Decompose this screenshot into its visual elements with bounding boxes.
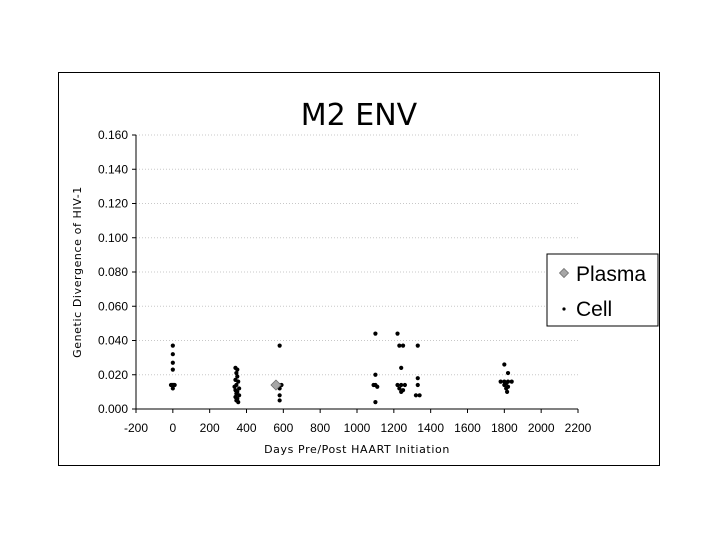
cell-point	[234, 370, 239, 376]
x-tick-label: 1800	[491, 421, 518, 435]
cell-point	[235, 374, 240, 379]
cell-point	[498, 379, 503, 384]
x-tick-label: 800	[310, 421, 330, 435]
x-tick-label: 200	[200, 421, 220, 435]
points-layer	[168, 331, 514, 405]
x-tick-label: 600	[273, 421, 293, 435]
cell-point	[170, 367, 175, 372]
cell-point	[413, 393, 419, 398]
x-tick-label: 1200	[380, 421, 407, 435]
y-tick-label: 0.060	[98, 299, 128, 313]
y-tick-label: 0.000	[98, 402, 128, 416]
cell-point	[415, 343, 420, 348]
cell-point	[504, 386, 509, 391]
plasma-point	[270, 379, 282, 391]
cell-point	[399, 389, 404, 394]
cell-point	[232, 384, 237, 389]
x-tick-label: -200	[124, 421, 148, 435]
cell-point	[415, 376, 420, 381]
cell-point	[170, 386, 175, 391]
cell-point	[236, 379, 241, 384]
cell-point	[399, 365, 404, 370]
legend-plasma-marker	[558, 267, 570, 279]
x-tick-label: 400	[236, 421, 256, 435]
y-axis-title: Genetic Divergence of HIV-1	[71, 186, 84, 358]
legend-cell-marker	[562, 307, 566, 311]
cell-point	[375, 384, 380, 389]
cell-point	[397, 343, 402, 348]
cell-point	[237, 393, 242, 398]
legend-plasma-label: Plasma	[576, 263, 646, 286]
cell-point	[397, 386, 402, 391]
cell-point	[170, 343, 175, 348]
x-tick-label: 2200	[565, 421, 592, 435]
x-tick-label: 2000	[528, 421, 555, 435]
cell-point	[237, 386, 242, 391]
cell-point	[399, 382, 404, 388]
cell-point	[373, 400, 378, 405]
cell-point	[504, 389, 510, 394]
chart-frame: M2 ENV 0.000 0.020 0.040 0.060 0.080 0.100 0.1…	[58, 72, 660, 466]
cell-point	[417, 393, 422, 398]
cell-point	[400, 343, 406, 348]
cell-point	[502, 362, 507, 367]
cell-point	[277, 393, 282, 398]
legend-cell-label: Cell	[576, 298, 612, 321]
y-tick-label: 0.080	[98, 265, 128, 279]
cell-point	[505, 370, 511, 376]
grid-layer	[136, 134, 578, 376]
x-tick-label: 1000	[344, 421, 371, 435]
cell-point	[170, 352, 175, 357]
cell-point	[277, 398, 282, 403]
y-tick-label: 0.120	[98, 197, 128, 211]
cell-point	[236, 400, 241, 405]
cell-point	[415, 382, 420, 388]
cell-point	[170, 360, 175, 365]
y-tick-label: 0.020	[98, 368, 128, 382]
cell-point	[502, 382, 507, 388]
legend-box	[546, 253, 659, 327]
y-tick-label: 0.160	[98, 128, 128, 142]
cell-point	[509, 379, 514, 384]
y-tick-label: 0.100	[98, 231, 128, 245]
cell-point	[395, 382, 400, 388]
x-tick-label: 0	[169, 421, 176, 435]
cell-point	[172, 382, 177, 388]
x-tick-label: 1600	[454, 421, 481, 435]
legend: Plasma Cell	[546, 253, 659, 327]
y-tick-label: 0.040	[98, 334, 128, 348]
chart-title: M2 ENV	[301, 98, 418, 133]
cell-point	[373, 372, 378, 377]
y-tick-label: 0.140	[98, 162, 128, 176]
axes-layer: 0.000 0.020 0.040 0.060 0.080 0.100 0.120 0.140…	[98, 128, 592, 435]
chart-canvas: M2 ENV 0.000 0.020 0.040 0.060 0.080 0.100 0.1…	[71, 98, 659, 456]
cell-point	[395, 331, 400, 336]
cell-point	[235, 367, 240, 372]
cell-point	[373, 331, 378, 336]
x-tick-label: 1400	[417, 421, 444, 435]
x-axis-title: Days Pre/Post HAART Initiation	[264, 443, 450, 456]
cell-point	[402, 382, 407, 388]
cell-point	[277, 343, 282, 348]
